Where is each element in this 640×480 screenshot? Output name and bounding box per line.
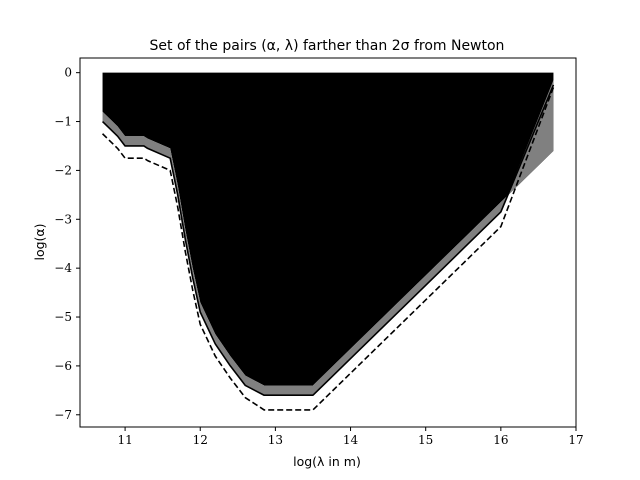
x-tick-label: 12 [193, 433, 208, 447]
plot-area [101, 72, 555, 411]
y-tick-label: −3 [54, 212, 72, 226]
x-axis-label: log(λ in m) [293, 454, 361, 469]
x-axis: 11 12 13 14 15 16 17 [117, 427, 584, 447]
solid-bound-line [101, 84, 555, 397]
y-axis-label: log(α) [32, 223, 47, 260]
y-tick-label: −5 [54, 310, 72, 324]
y-tick-label: −7 [54, 408, 72, 422]
y-tick-label: −4 [54, 261, 72, 275]
y-axis: 0 −1 −2 −3 −4 −5 −6 −7 [54, 66, 80, 422]
x-tick-label: 11 [117, 433, 132, 447]
y-tick-label: −2 [54, 163, 72, 177]
excluded-region-fill [102, 72, 554, 386]
chart-title: Set of the pairs (α, λ) farther than 2σ … [150, 38, 505, 54]
plot-frame [79, 57, 577, 428]
x-tick-label: 16 [493, 433, 508, 447]
y-tick-label: 0 [64, 66, 72, 80]
y-tick-label: −1 [54, 115, 72, 129]
x-tick-label: 15 [418, 433, 433, 447]
x-tick-label: 17 [568, 433, 583, 447]
x-tick-label: 13 [268, 433, 283, 447]
x-tick-label: 14 [343, 433, 359, 447]
dashed-bound-line [101, 87, 555, 411]
y-tick-label: −6 [54, 359, 72, 373]
